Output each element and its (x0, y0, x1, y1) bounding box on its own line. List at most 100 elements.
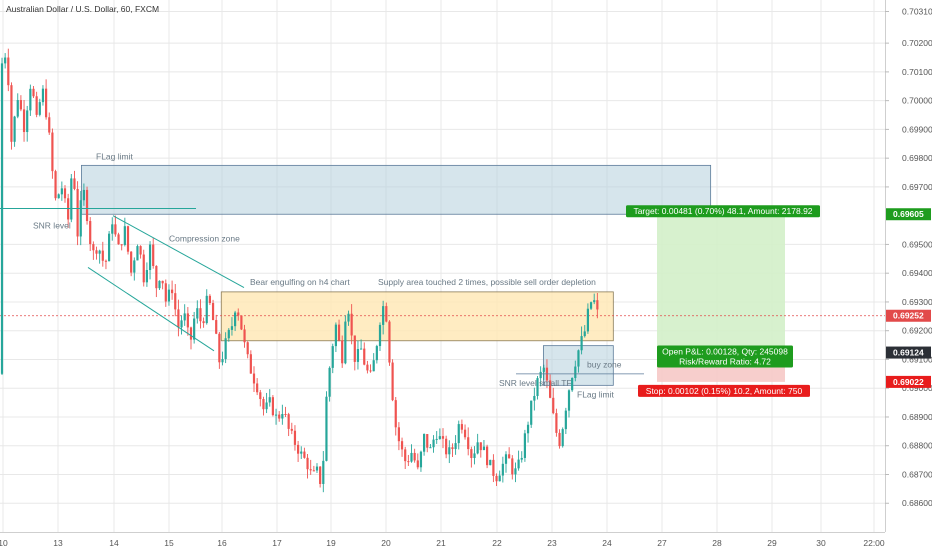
candle-body (574, 366, 577, 378)
candle-body (290, 428, 293, 431)
candle-body (92, 244, 95, 251)
candle-body (558, 432, 561, 447)
candle-body (539, 371, 542, 379)
candle-body (504, 454, 508, 464)
candle-body (73, 178, 76, 189)
price-badge-current (886, 309, 931, 322)
target-area (657, 214, 785, 353)
candle-body (211, 303, 215, 321)
time-axis: 10 13 14 15 16 17 19 20 21 22 23 24 27 28 29 30 22:00 (0, 532, 885, 548)
candle-body (341, 340, 344, 364)
flag-limit-2-label: FLag limit (577, 390, 614, 400)
candle-body (85, 189, 89, 222)
supply-area-label: Supply area touched 2 times, possible se… (378, 277, 596, 287)
target-badge-bg (626, 205, 820, 218)
candle-body (240, 315, 243, 330)
candle-body (385, 306, 388, 322)
candle-body (7, 57, 10, 86)
stop-badge-bg (638, 384, 810, 397)
candle-body (454, 443, 457, 450)
compression-lower-line (87, 267, 215, 352)
candle-body (419, 451, 423, 468)
candle-body (139, 246, 142, 255)
candle-body (523, 433, 526, 458)
time-tick-label: 30 (816, 538, 826, 548)
candle-body (51, 132, 54, 172)
price-tick-label: 0.69300 (902, 297, 932, 307)
candle-body (155, 265, 158, 289)
time-tick-label: 16 (217, 538, 227, 548)
candle-body (586, 308, 589, 332)
candle-body (256, 383, 259, 393)
candle-body (312, 470, 315, 472)
candle-body (249, 354, 252, 374)
candle-body (234, 312, 237, 327)
candle-body (356, 348, 360, 362)
candle-body (218, 333, 221, 363)
candle-body (331, 346, 334, 368)
candle-body (142, 254, 145, 283)
time-tick-label: 28 (712, 538, 722, 548)
candle-body (473, 453, 476, 459)
snr-small-tf-label: SNR level small TF (499, 378, 572, 388)
candle-body (445, 438, 448, 455)
candle-body (48, 117, 51, 133)
candle-body (580, 336, 583, 351)
price-tick-label: 0.70000 (902, 96, 932, 106)
price-axis: 0.70310 0.70200 0.70100 0.70000 0.69900 0.698… (885, 0, 932, 550)
candle-body (552, 397, 555, 414)
compression-upper-line (112, 215, 245, 289)
candle-body (161, 280, 164, 284)
candle-body (19, 100, 22, 110)
candle-body (193, 318, 196, 340)
candle-body (0, 63, 4, 374)
candle-body (567, 390, 571, 411)
candle-body (353, 335, 356, 362)
candle-body (438, 436, 441, 439)
position-tool: Target: 0.00481 (0.70%) 48.1, Amount: 21… (0, 205, 885, 397)
candle-body (337, 324, 341, 341)
candle-body (514, 468, 517, 475)
candle-body (45, 88, 48, 118)
stop-badge: Stop: 0.00102 (0.15%) 10.2, Amount: 750 (638, 384, 810, 397)
time-tick-label: 29 (767, 538, 777, 548)
candle-body (152, 244, 155, 266)
price-tick-label: 0.69700 (902, 182, 932, 192)
candle-body (114, 224, 117, 235)
candle-body (29, 88, 32, 111)
candle-body (467, 437, 470, 450)
candle-body (577, 350, 580, 367)
buy-zone-label: buy zone (587, 360, 622, 370)
time-tick-label: 22:00 (863, 538, 885, 548)
candle-body (315, 466, 319, 471)
annotations-layer: FLag limit SNR level Compression zone Bear … (0, 151, 644, 400)
candle-body (287, 414, 290, 429)
candle-body (227, 329, 230, 339)
candle-body (202, 321, 205, 324)
time-tick-label: 17 (272, 538, 282, 548)
candle-body (404, 449, 407, 462)
candle-body (171, 289, 174, 294)
candle-body (95, 250, 98, 254)
flag-limit-label: FLag limit (96, 151, 133, 161)
candle-body (76, 188, 79, 237)
candle-body (536, 378, 539, 396)
open-pl-badge-text: Risk/Reward Ratio: 4.72 (679, 357, 771, 367)
candle-body (89, 221, 92, 245)
candle-body (186, 313, 189, 328)
snr-level-label: SNR level (33, 221, 71, 231)
price-badge-label: 0.69252 (893, 311, 924, 321)
candle-body (104, 260, 108, 262)
candle-body (70, 178, 73, 220)
candle-body (133, 260, 136, 273)
candle-body (542, 367, 545, 372)
price-tick-label: 0.69800 (902, 153, 932, 163)
candle-body (489, 459, 492, 466)
candle-body (463, 429, 467, 438)
time-tick-label: 14 (109, 538, 119, 548)
candle-body (561, 429, 564, 447)
candle-body (350, 313, 353, 336)
candle-body (448, 447, 451, 455)
